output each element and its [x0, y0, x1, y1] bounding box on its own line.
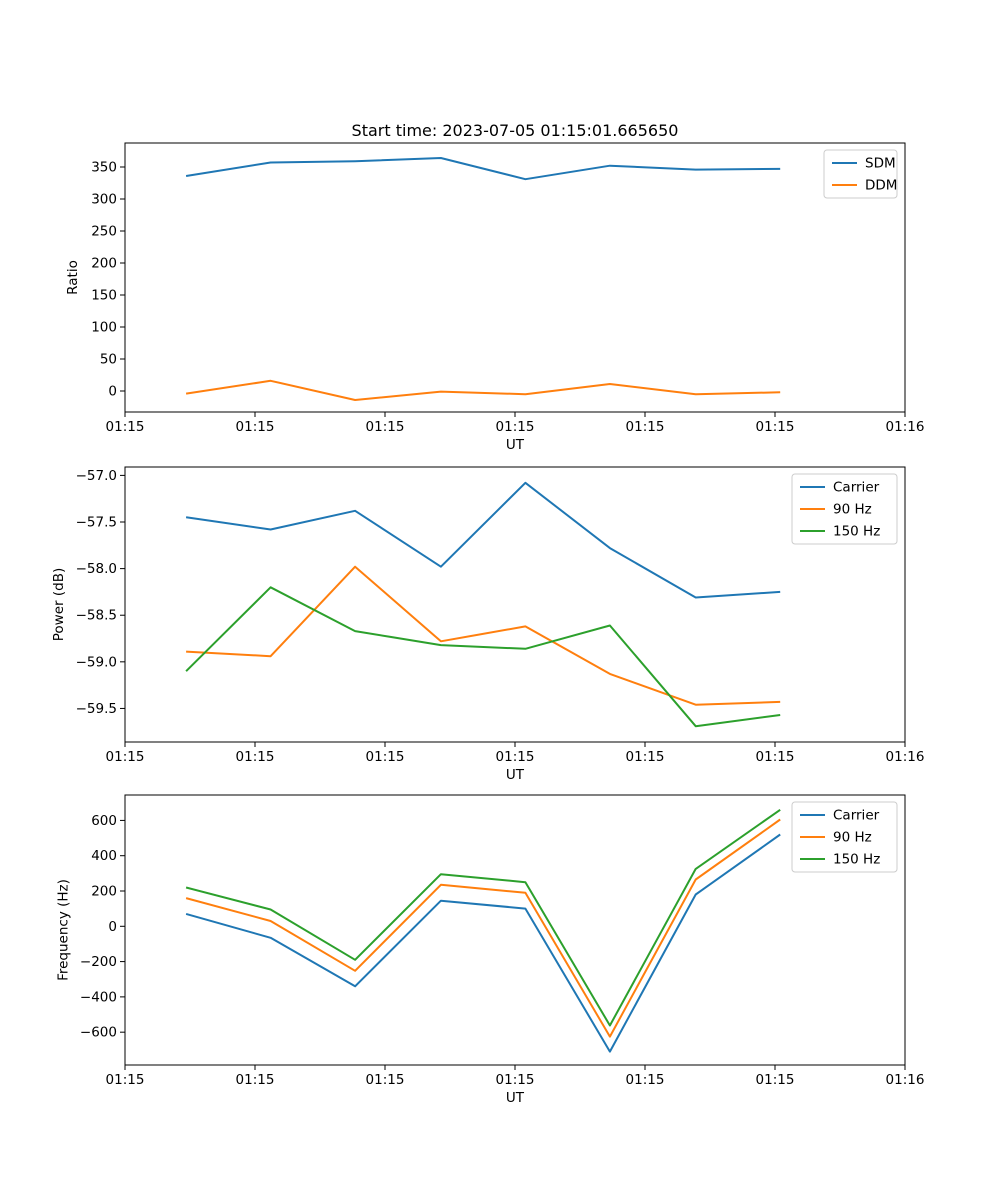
x-tick-label: 01:16 — [886, 749, 925, 765]
y-tick-label: 400 — [91, 848, 117, 864]
y-tick-label: −57.0 — [76, 468, 117, 484]
legend-label: Carrier — [833, 480, 880, 496]
legend-box — [791, 801, 898, 873]
plot-area-border — [124, 466, 906, 743]
legend-entry-150-hz: 150 Hz — [800, 852, 880, 868]
legend-entry-carrier: Carrier — [800, 480, 880, 496]
x-tick-label: 01:15 — [236, 419, 275, 435]
x-tick-label: 01:15 — [236, 749, 275, 765]
subplot-frequency: 01:15 01:15 01:15 01:15 01:15 01:15 01:16 −600 −… — [56, 794, 925, 1106]
x-axis-label: UT — [506, 437, 525, 453]
x-tick-label: 01:15 — [236, 1072, 275, 1088]
series-line-carrier — [185, 833, 781, 1053]
x-tick-label: 01:15 — [756, 749, 795, 765]
x-tick-label: 01:15 — [496, 419, 535, 435]
series-line-ddm — [185, 379, 781, 401]
x-tick-label: 01:15 — [106, 749, 145, 765]
y-tick-label: −59.5 — [76, 701, 117, 717]
y-tick-label: −58.5 — [76, 608, 117, 624]
x-tick-label: 01:15 — [496, 1072, 535, 1088]
y-tick-label: 0 — [108, 919, 117, 935]
y-tick-label: −59.0 — [76, 654, 117, 670]
series-line-carrier — [185, 481, 781, 599]
y-tick-label: 300 — [91, 192, 117, 208]
series-line-sdm — [185, 157, 781, 181]
x-tick-label: 01:16 — [886, 1072, 925, 1088]
y-axis-label: Power (dB) — [51, 568, 67, 641]
legend: Carrier 90 Hz 150 Hz — [791, 473, 898, 545]
y-tick-label: 200 — [91, 884, 117, 900]
x-tick-label: 01:15 — [366, 419, 405, 435]
legend-entry-150-hz: 150 Hz — [800, 524, 880, 540]
legend-entry-sdm: SDM — [832, 156, 896, 172]
x-axis-label: UT — [506, 1090, 525, 1106]
subplot-power: 01:15 01:15 01:15 01:15 01:15 01:15 01:16 −59.5… — [51, 466, 925, 783]
legend-entry-carrier: Carrier — [800, 808, 880, 824]
y-tick-label: 250 — [91, 224, 117, 240]
y-tick-label: 150 — [91, 288, 117, 304]
legend-entry-90-hz: 90 Hz — [800, 830, 872, 846]
x-tick-label: 01:15 — [106, 1072, 145, 1088]
y-tick-label: −57.5 — [76, 515, 117, 531]
series-line-90-hz — [185, 818, 781, 1038]
legend-label: 150 Hz — [833, 852, 880, 868]
x-tick-label: 01:15 — [626, 1072, 665, 1088]
x-tick-label: 01:15 — [106, 419, 145, 435]
plot-area-border — [124, 142, 906, 413]
x-tick-label: 01:15 — [496, 749, 535, 765]
y-tick-label: −200 — [80, 954, 117, 970]
subplots-group: 01:15 01:15 01:15 01:15 01:15 01:15 01:16 0 50 10… — [51, 142, 925, 1106]
y-tick-label: 100 — [91, 320, 117, 336]
legend: SDM DDM — [823, 149, 898, 199]
legend-entry-ddm: DDM — [832, 178, 897, 194]
legend-label: SDM — [865, 156, 896, 172]
x-tick-label: 01:15 — [626, 419, 665, 435]
legend-entry-90-hz: 90 Hz — [800, 502, 872, 518]
x-tick-label: 01:15 — [756, 1072, 795, 1088]
y-tick-label: 200 — [91, 256, 117, 272]
x-tick-label: 01:15 — [366, 1072, 405, 1088]
y-tick-label: 350 — [91, 160, 117, 176]
y-tick-label: −400 — [80, 989, 117, 1005]
series-line-150-hz — [185, 808, 781, 1027]
legend-label: DDM — [865, 178, 897, 194]
x-tick-label: 01:15 — [626, 749, 665, 765]
legend-box — [791, 473, 898, 545]
y-tick-label: −600 — [80, 1025, 117, 1041]
y-axis-label: Ratio — [65, 260, 81, 295]
x-axis-label: UT — [506, 767, 525, 783]
y-tick-label: 600 — [91, 813, 117, 829]
x-tick-label: 01:16 — [886, 419, 925, 435]
y-tick-label: −58.0 — [76, 561, 117, 577]
legend-label: 90 Hz — [833, 502, 872, 518]
y-tick-label: 50 — [100, 352, 117, 368]
legend-label: 90 Hz — [833, 830, 872, 846]
legend-label: Carrier — [833, 808, 880, 824]
y-axis-label: Frequency (Hz) — [56, 879, 72, 981]
subplot-ratio: 01:15 01:15 01:15 01:15 01:15 01:15 01:16 0 50 10… — [65, 142, 925, 453]
x-tick-label: 01:15 — [756, 419, 795, 435]
series-line-150-hz — [185, 586, 781, 728]
legend-label: 150 Hz — [833, 524, 880, 540]
series-line-90-hz — [186, 565, 781, 706]
figure-title: Start time: 2023-07-05 01:15:01.665650 — [352, 121, 679, 140]
legend: Carrier 90 Hz 150 Hz — [791, 801, 898, 873]
y-tick-label: 0 — [108, 384, 117, 400]
x-tick-label: 01:15 — [366, 749, 405, 765]
